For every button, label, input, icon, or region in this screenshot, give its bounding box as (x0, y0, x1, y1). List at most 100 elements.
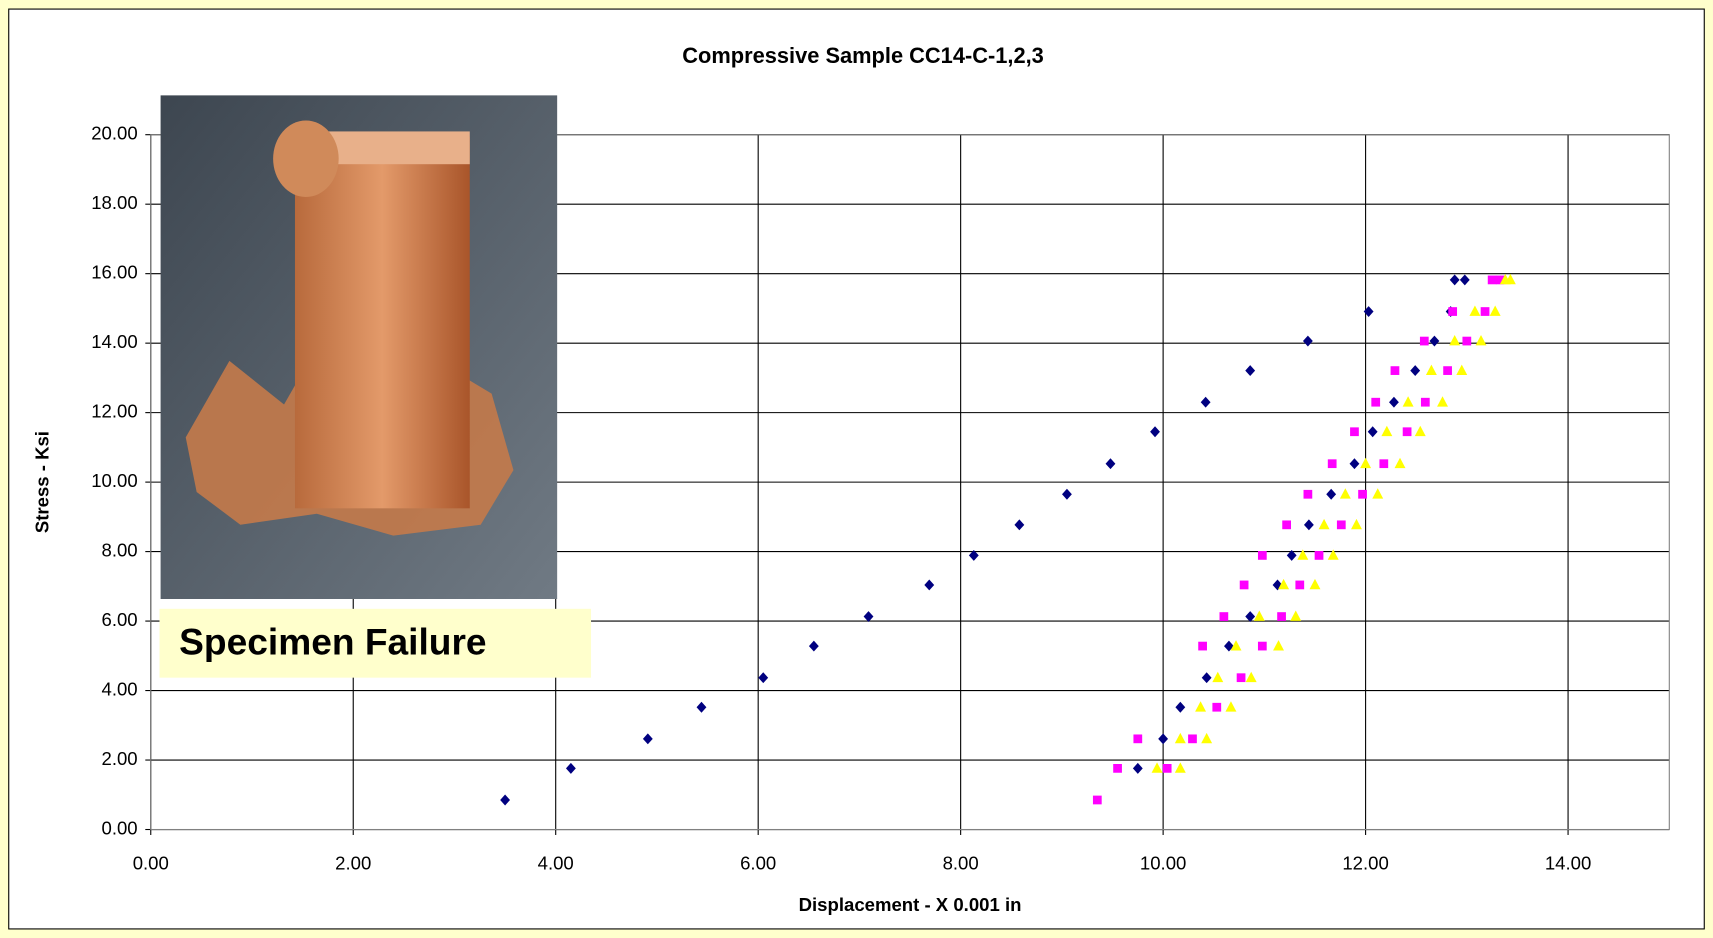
point (1175, 701, 1186, 713)
point (1358, 489, 1367, 499)
point (1277, 612, 1286, 621)
point (1295, 580, 1305, 590)
point (1326, 488, 1337, 500)
point (968, 549, 979, 561)
point (1389, 396, 1399, 408)
photo (160, 95, 558, 600)
point (1394, 457, 1406, 469)
point (1113, 764, 1122, 773)
point (808, 640, 819, 652)
point (1062, 488, 1072, 500)
photo-burr (273, 120, 339, 197)
photo-specimen-top (327, 131, 470, 165)
point (1225, 701, 1237, 712)
point (1480, 307, 1490, 316)
point (1462, 336, 1472, 346)
y-tick-label: 4.00 (102, 678, 138, 699)
point (758, 672, 769, 684)
y-tick-label: 18.00 (91, 192, 137, 213)
point (1504, 273, 1516, 285)
point (1257, 641, 1267, 651)
point (1371, 397, 1381, 407)
point (1469, 305, 1481, 316)
point (1414, 425, 1426, 437)
point (1224, 640, 1234, 652)
point (1151, 762, 1163, 773)
photo-specimen (294, 136, 470, 509)
point (642, 733, 653, 745)
point (1318, 518, 1330, 530)
point (1245, 611, 1256, 623)
point (1350, 427, 1359, 437)
x-tick-label: 0.00 (133, 852, 169, 873)
x-tick-label: 10.00 (1140, 852, 1186, 873)
x-tick-label: 6.00 (740, 852, 776, 873)
point (1201, 732, 1213, 744)
point (1198, 641, 1207, 651)
point (1253, 610, 1265, 621)
point (1402, 396, 1414, 407)
annotation-box (159, 608, 592, 678)
point (1014, 519, 1025, 531)
point (1475, 335, 1487, 346)
point (1425, 364, 1437, 375)
point (1390, 366, 1400, 375)
y-tick-label: 2.00 (102, 748, 138, 769)
point (1219, 612, 1229, 621)
y-tick-label: 0.00 (102, 817, 138, 838)
x-tick-label: 14.00 (1545, 852, 1591, 873)
point (1290, 610, 1302, 621)
point (1339, 488, 1351, 499)
x-tick-label: 12.00 (1342, 852, 1388, 873)
point (1489, 305, 1501, 316)
point (1174, 732, 1186, 744)
point (1236, 673, 1246, 683)
point (1336, 520, 1346, 530)
point (1456, 364, 1468, 375)
y-tick-label: 20.00 (91, 123, 137, 144)
point (1273, 640, 1284, 651)
point (1201, 672, 1212, 684)
point (1239, 580, 1249, 590)
chart-title: Compressive Sample CC14-C-1,2,3 (682, 43, 1044, 68)
point (1309, 578, 1321, 590)
point (1188, 734, 1197, 744)
point (1448, 307, 1458, 316)
y-tick-label: 8.00 (102, 539, 138, 560)
point (1105, 458, 1116, 470)
point (1410, 365, 1421, 377)
y-tick-label: 14.00 (91, 331, 137, 352)
x-tick-label: 4.00 (538, 852, 574, 873)
y-tick-label: 10.00 (91, 470, 137, 491)
point (1278, 578, 1290, 590)
point (1162, 764, 1172, 773)
point (1487, 275, 1497, 285)
annotation: Specimen Failure (179, 621, 486, 663)
point (1402, 427, 1412, 437)
point (1314, 551, 1324, 560)
y-tick-label: 16.00 (91, 262, 137, 283)
point (1372, 488, 1384, 499)
point (1327, 549, 1339, 560)
point (1158, 733, 1169, 745)
point (1419, 336, 1429, 346)
y-tick-label: 6.00 (102, 609, 138, 630)
point (1133, 734, 1143, 744)
point (1327, 459, 1337, 469)
point (1420, 397, 1430, 407)
point (1379, 459, 1389, 469)
y-tick-label: 12.00 (91, 401, 137, 422)
point (1257, 551, 1267, 560)
point (1437, 396, 1448, 407)
point (863, 611, 874, 623)
point (565, 762, 576, 774)
x-tick-label: 2.00 (335, 852, 371, 873)
point (1195, 701, 1207, 712)
y-axis-label: Stress - Ksi (32, 431, 53, 533)
point (1245, 671, 1257, 683)
x-tick-label: 8.00 (943, 852, 979, 873)
point (1092, 795, 1102, 805)
point (1174, 762, 1186, 773)
